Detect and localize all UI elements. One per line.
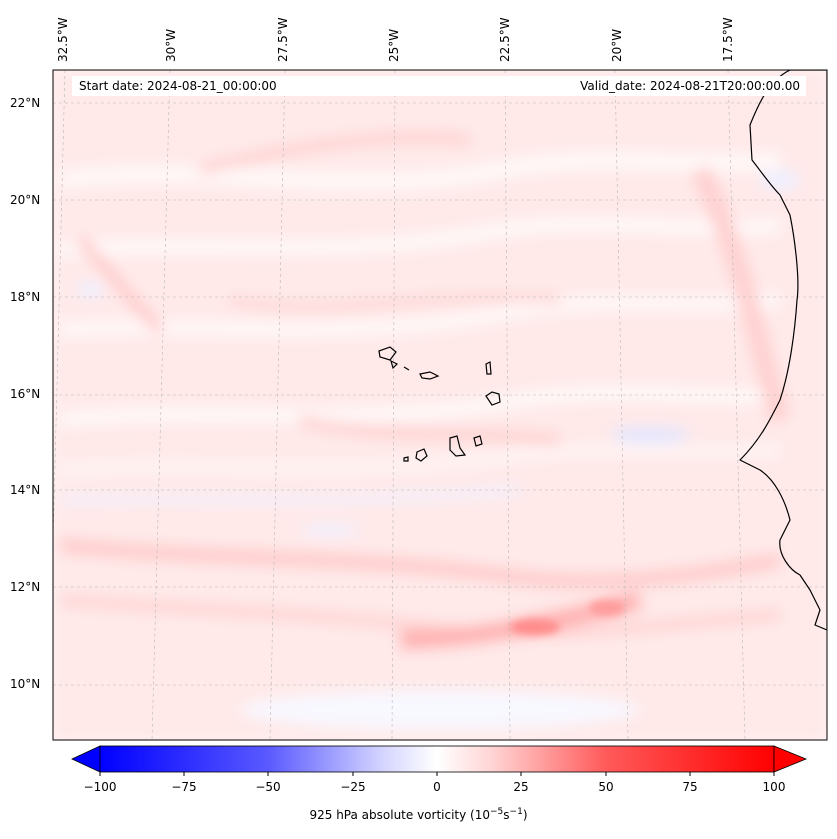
lat-label-22n: 22°N [10,96,41,110]
lon-label-25w: 25°W [387,28,401,62]
colorbar-tick: 100 [762,780,786,794]
start-date-text: Start date: 2024-08-21_00:00:00 [79,79,277,93]
colorbar-tick: 0 [433,780,441,794]
lon-label-27-5w: 27.5°W [276,17,290,62]
lon-label-22-5w: 22.5°W [498,17,512,62]
lon-label-17-5w: 17.5°W [721,17,735,62]
colorbar-tick: 75 [682,780,698,794]
lat-label-12n: 12°N [10,580,41,594]
colorbar [71,745,808,776]
valid-date-text: Valid_date: 2024-08-21T20:00:00.00 [580,79,800,93]
colorbar-tick: −100 [83,780,117,794]
lon-label-30w: 30°W [164,28,178,62]
colorbar-tick: 25 [513,780,529,794]
lat-label-16n: 16°N [10,387,41,401]
africa-coastline [739,70,827,631]
lat-label-14n: 14°N [10,483,41,497]
date-banner [72,76,806,96]
colorbar-tick: −50 [255,780,281,794]
colorbar-tick: −25 [340,780,366,794]
lat-label-20n: 20°N [10,193,41,207]
cape-verde-islands [378,346,501,462]
colorbar-tick: 50 [598,780,614,794]
lon-label-20w: 20°W [610,28,624,62]
lat-label-10n: 10°N [10,677,41,691]
map-frame [52,69,828,741]
lat-label-18n: 18°N [10,290,41,304]
vorticity-field [53,70,827,740]
colorbar-label: 925 hPa absolute vorticity (10−5s−1) [309,807,528,822]
lon-label-32-5w: 32.5°W [56,17,70,62]
colorbar-tick: −75 [171,780,197,794]
gridlines [53,70,827,740]
